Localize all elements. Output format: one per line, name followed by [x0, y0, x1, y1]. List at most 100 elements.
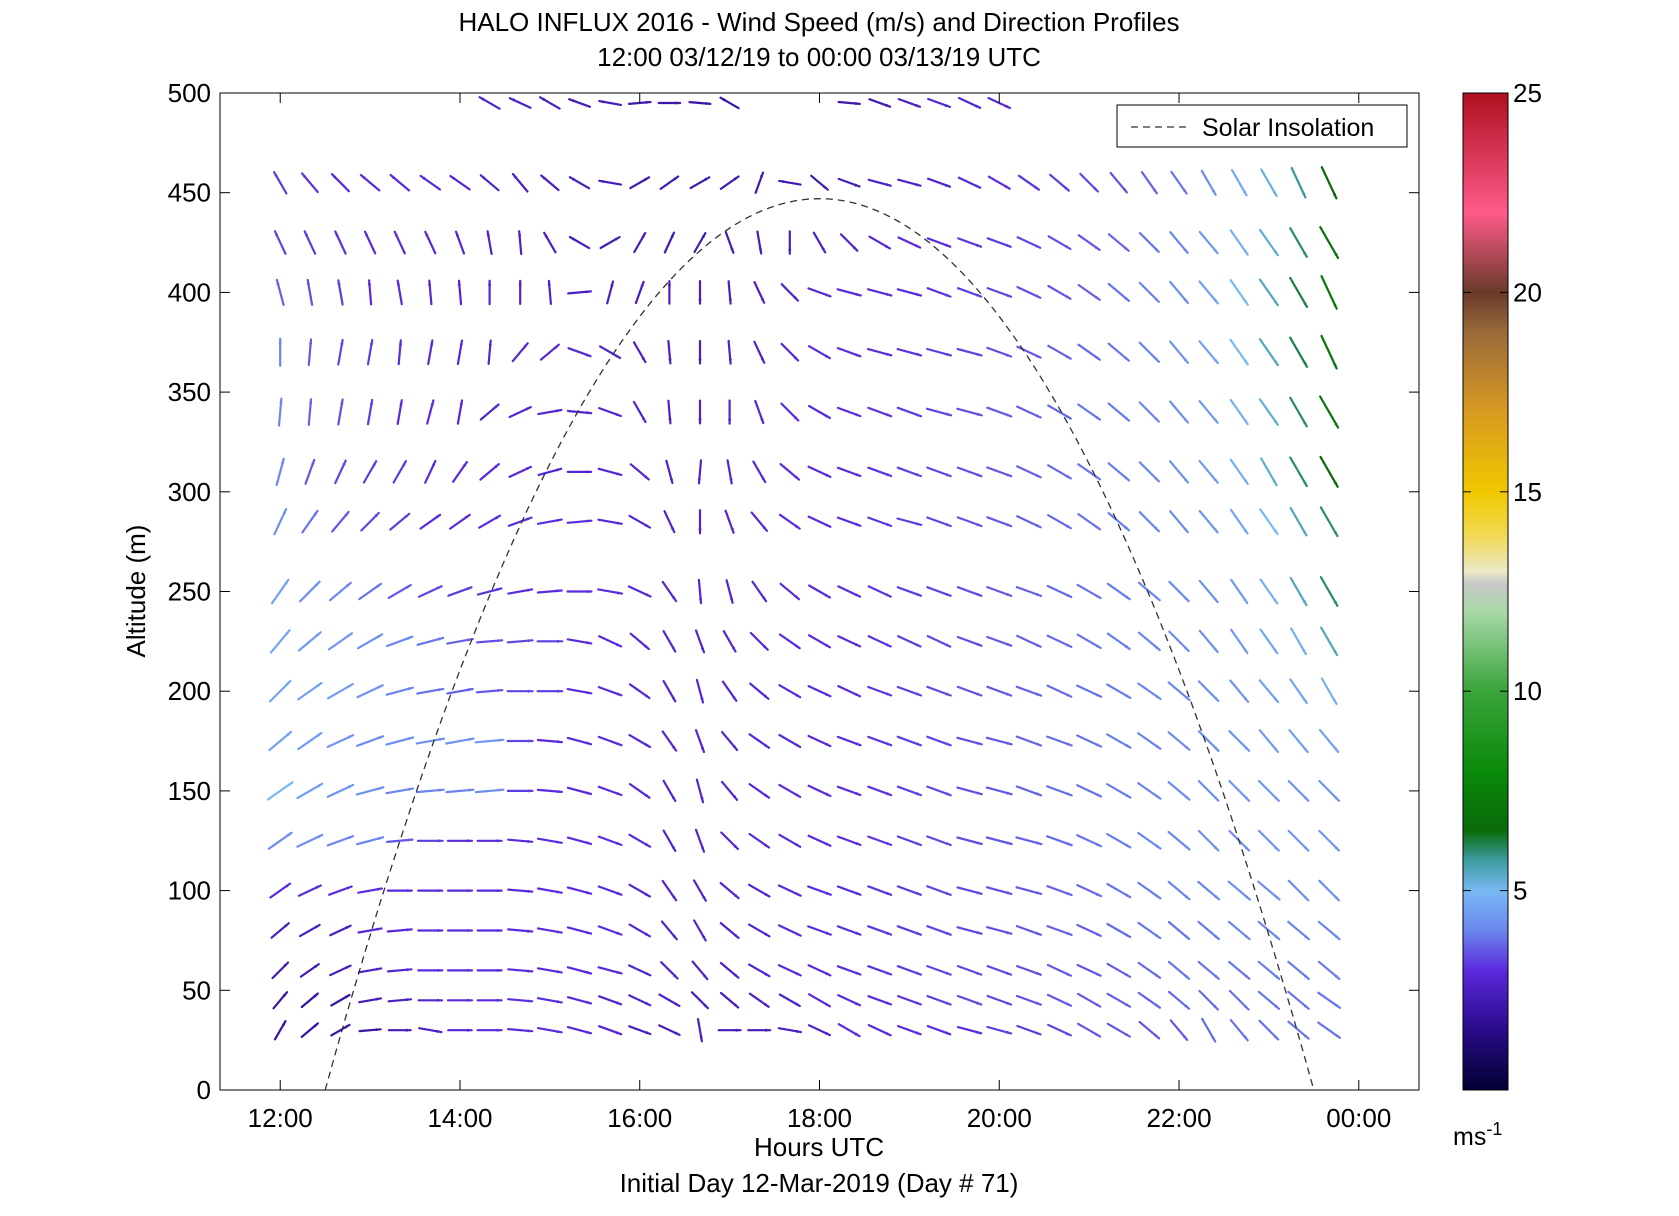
wind-arrow-head: [671, 527, 674, 530]
wind-arrow-head: [1124, 246, 1127, 250]
wind-arrow-head: [1095, 1033, 1099, 1036]
wind-arrow-head: [466, 889, 470, 892]
wind-arrow-head: [915, 931, 919, 935]
wind-arrow-head: [945, 892, 949, 895]
wind-arrow-head: [601, 180, 605, 183]
wind-arrow-head: [1213, 597, 1217, 601]
wind-arrow-head: [1155, 844, 1159, 848]
wind-arrow-head: [368, 283, 371, 286]
wind-arrow-head: [733, 745, 736, 749]
wind-arrow-head: [1243, 648, 1247, 651]
wind-arrow-head: [886, 352, 889, 356]
wind-arrow-head: [303, 175, 306, 178]
wind-arrow-head: [945, 593, 949, 596]
wind-arrow-head: [512, 98, 515, 102]
y-axis-label: Altitude (m): [121, 525, 151, 658]
wind-arrow-head: [1274, 250, 1277, 254]
wind-arrow-head: [309, 401, 313, 405]
wind-arrow-head: [1274, 300, 1277, 304]
wind-arrow-head: [1273, 598, 1277, 602]
wind-arrow-head: [585, 971, 589, 974]
wind-arrow-head: [1211, 1036, 1215, 1040]
wind-arrow-head: [335, 233, 339, 237]
wind-arrow-head: [1065, 1032, 1069, 1036]
wind-arrow-head: [1304, 896, 1307, 899]
wind-arrow-head: [1065, 475, 1069, 478]
wind-arrow-head: [1244, 846, 1248, 850]
wind-arrow-head: [1273, 480, 1276, 484]
wind-arrow-head: [645, 972, 649, 975]
wind-arrow-head: [855, 842, 859, 845]
wind-arrow-head: [1066, 593, 1070, 597]
y-tick-label: 500: [168, 78, 211, 108]
wind-arrow-head: [316, 683, 320, 687]
colorbar-tick-label: 15: [1513, 477, 1542, 507]
wind-arrow-head: [672, 746, 676, 749]
wind-arrow-head: [1005, 1001, 1009, 1005]
wind-arrow-head: [885, 1001, 889, 1005]
wind-arrow-head: [526, 840, 530, 843]
wind-arrow-head: [494, 405, 497, 409]
wind-arrow-head: [1004, 185, 1008, 189]
wind-arrow-head: [764, 794, 768, 797]
wind-arrow-head: [1035, 593, 1039, 596]
wind-arrow-head: [855, 523, 859, 526]
wind-arrow-head: [976, 353, 980, 356]
wind-arrow-head: [1244, 359, 1247, 363]
wind-arrow-head: [1214, 895, 1218, 899]
wind-arrow-head: [795, 793, 799, 797]
wind-arrow-head: [452, 176, 456, 180]
wind-arrow-head: [402, 463, 406, 467]
wind-arrow-head: [915, 1001, 919, 1005]
wind-arrow-head: [1096, 743, 1099, 747]
wind-arrow-head: [795, 743, 799, 747]
wind-arrow-head: [728, 298, 732, 301]
wind-arrow: [1319, 576, 1339, 607]
wind-arrow-head: [915, 1031, 919, 1035]
wind-arrow-head: [407, 838, 410, 842]
wind-arrow-head: [615, 354, 618, 358]
wind-arrow-head: [615, 1031, 619, 1035]
x-tick-label: 16:00: [607, 1103, 672, 1133]
wind-arrow-head: [465, 515, 468, 519]
wind-arrow-head: [527, 689, 530, 693]
wind-arrow-head: [885, 1032, 889, 1035]
wind-arrow: [1320, 334, 1338, 370]
colorbar-tick-label: 25: [1513, 78, 1542, 108]
wind-arrow-head: [1213, 1005, 1217, 1009]
wind-arrow: [1289, 336, 1309, 368]
wind-arrow-head: [1095, 594, 1099, 598]
wind-arrow-head: [976, 642, 980, 646]
wind-arrow-head: [1184, 935, 1188, 938]
wind-arrow-head: [945, 932, 949, 935]
wind-arrow-head: [671, 696, 675, 700]
wind-arrow-head: [1303, 302, 1307, 305]
wind-arrow-head: [855, 353, 859, 357]
wind-arrow-head: [586, 641, 589, 645]
wind-arrow-head: [1125, 844, 1129, 847]
wind-arrow-head: [734, 933, 737, 937]
wind-arrow-head: [1094, 246, 1098, 250]
wind-arrow-head: [362, 176, 366, 180]
wind-arrow-head: [466, 1028, 470, 1032]
wind-arrow-head: [282, 1023, 285, 1026]
wind-arrow-head: [976, 1001, 979, 1005]
wind-arrow-head: [825, 842, 829, 846]
wind-arrow-head: [1095, 356, 1098, 359]
wind-arrow-head: [585, 931, 589, 934]
wind-arrow-head: [309, 342, 312, 345]
wind-arrow-head: [672, 895, 676, 899]
wind-arrow-head: [1065, 355, 1069, 359]
wind-arrow-head: [340, 342, 344, 346]
wind-arrow-head: [1125, 794, 1129, 797]
wind-arrow-head: [1035, 742, 1039, 746]
wind-arrow-head: [915, 473, 919, 477]
wind-arrow-head: [671, 846, 675, 849]
wind-arrow-head: [1213, 358, 1217, 362]
wind-arrow-head: [1095, 1003, 1099, 1006]
wind-arrow-head: [1154, 247, 1158, 251]
wind-arrow-head: [468, 737, 472, 741]
wind-arrow-head: [365, 233, 369, 237]
wind-arrow-head: [1095, 296, 1098, 299]
wind-arrow-head: [1036, 891, 1039, 895]
